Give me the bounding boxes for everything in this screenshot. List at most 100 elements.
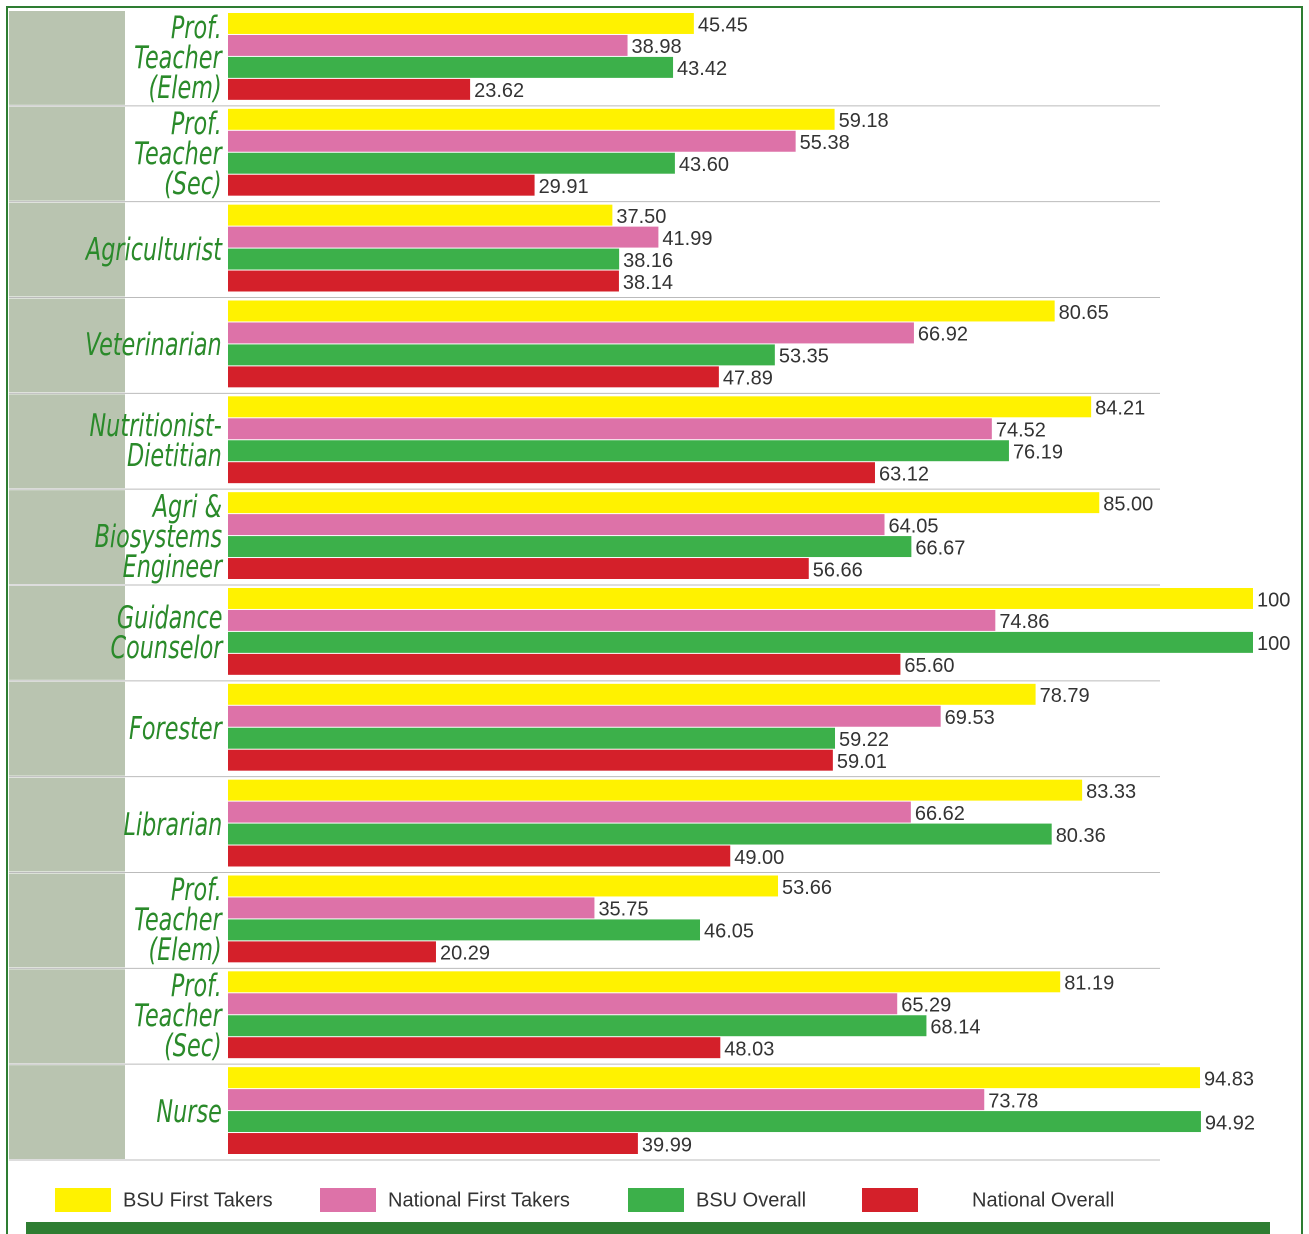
bar bbox=[228, 35, 628, 56]
value-label: 41.99 bbox=[662, 228, 712, 250]
value-label: 53.66 bbox=[782, 877, 832, 899]
category-label: Prof. Teacher (Sec) bbox=[134, 971, 222, 1061]
bar bbox=[228, 418, 992, 439]
bar bbox=[228, 13, 694, 34]
value-label: 47.89 bbox=[723, 368, 773, 390]
bar bbox=[228, 396, 1091, 417]
bar bbox=[228, 919, 700, 940]
bar bbox=[228, 227, 658, 248]
value-label: 94.83 bbox=[1204, 1068, 1254, 1090]
bar bbox=[228, 610, 995, 631]
legend-label: National Overall bbox=[972, 1189, 1114, 1211]
category-label: Nurse bbox=[157, 1097, 222, 1127]
value-label: 38.98 bbox=[632, 36, 682, 58]
bar bbox=[228, 1067, 1200, 1088]
value-label: 20.29 bbox=[440, 943, 490, 965]
category-label: Nutritionist- Dietitian bbox=[90, 411, 222, 471]
bar bbox=[228, 684, 1036, 705]
bar bbox=[228, 57, 673, 78]
value-label: 43.60 bbox=[679, 154, 729, 176]
value-label: 80.65 bbox=[1059, 302, 1109, 324]
value-label: 81.19 bbox=[1064, 973, 1114, 995]
value-label: 100 bbox=[1257, 633, 1290, 655]
bar bbox=[228, 728, 835, 749]
value-label: 69.53 bbox=[945, 707, 995, 729]
category-label: Prof. Teacher (Elem) bbox=[134, 875, 222, 965]
value-label: 37.50 bbox=[616, 206, 666, 228]
bar bbox=[228, 750, 833, 771]
value-label: 39.99 bbox=[642, 1134, 692, 1156]
bar bbox=[228, 492, 1099, 513]
bar bbox=[228, 780, 1082, 801]
photo-placeholder bbox=[9, 586, 125, 680]
value-label: 84.21 bbox=[1095, 398, 1145, 420]
legend-label: BSU First Takers bbox=[123, 1189, 273, 1211]
value-label: 45.45 bbox=[698, 14, 748, 36]
value-label: 68.14 bbox=[930, 1017, 980, 1039]
bar bbox=[228, 322, 914, 343]
bar bbox=[228, 462, 875, 483]
category-label: Veterinarian bbox=[85, 330, 222, 360]
value-label: 64.05 bbox=[889, 515, 939, 537]
value-label: 76.19 bbox=[1013, 442, 1063, 464]
category-label: Guidance Counselor bbox=[110, 603, 222, 663]
value-label: 63.12 bbox=[879, 463, 929, 485]
photo-placeholder bbox=[9, 682, 125, 776]
photo-placeholder bbox=[9, 107, 125, 201]
value-label: 29.91 bbox=[539, 176, 589, 198]
value-label: 49.00 bbox=[734, 847, 784, 869]
bar bbox=[228, 632, 1253, 653]
value-label: 74.52 bbox=[996, 420, 1046, 442]
bar bbox=[228, 1111, 1201, 1132]
value-label: 73.78 bbox=[988, 1090, 1038, 1112]
bar bbox=[228, 588, 1253, 609]
bar bbox=[228, 654, 900, 675]
value-label: 80.36 bbox=[1056, 825, 1106, 847]
legend-label: National First Takers bbox=[388, 1189, 570, 1211]
bar bbox=[228, 514, 885, 535]
bar bbox=[228, 846, 730, 867]
value-label: 35.75 bbox=[598, 899, 648, 921]
category-label: Prof. Teacher (Elem) bbox=[134, 13, 222, 103]
value-label: 65.29 bbox=[901, 995, 951, 1017]
value-label: 66.67 bbox=[915, 537, 965, 559]
value-label: 53.35 bbox=[779, 346, 829, 368]
value-label: 56.66 bbox=[813, 559, 863, 581]
bar bbox=[228, 205, 612, 226]
bar bbox=[228, 271, 619, 292]
legend-swatch bbox=[320, 1188, 376, 1212]
value-label: 66.62 bbox=[915, 803, 965, 825]
bar bbox=[228, 344, 775, 365]
value-label: 38.16 bbox=[623, 250, 673, 272]
bar bbox=[228, 897, 594, 918]
category-label: Forester bbox=[129, 714, 222, 744]
value-label: 74.86 bbox=[999, 611, 1049, 633]
bar bbox=[228, 1089, 984, 1110]
bar bbox=[228, 824, 1052, 845]
value-label: 59.18 bbox=[839, 110, 889, 132]
value-label: 83.33 bbox=[1086, 781, 1136, 803]
bar bbox=[228, 876, 778, 897]
bar bbox=[228, 175, 535, 196]
value-label: 78.79 bbox=[1040, 685, 1090, 707]
bar bbox=[228, 558, 809, 579]
bar bbox=[228, 109, 835, 130]
bar bbox=[228, 802, 911, 823]
value-label: 55.38 bbox=[800, 132, 850, 154]
value-label: 48.03 bbox=[724, 1038, 774, 1060]
photo-placeholder bbox=[9, 969, 125, 1063]
photo-placeholder bbox=[9, 1065, 125, 1159]
value-label: 43.42 bbox=[677, 58, 727, 80]
bar bbox=[228, 1133, 638, 1154]
value-label: 94.92 bbox=[1205, 1112, 1255, 1134]
bar bbox=[228, 301, 1055, 322]
bar bbox=[228, 1015, 926, 1036]
bar bbox=[228, 993, 897, 1014]
bar bbox=[228, 536, 911, 557]
bar bbox=[228, 249, 619, 270]
photo-placeholder bbox=[9, 874, 125, 968]
value-label: 65.60 bbox=[904, 655, 954, 677]
legend-swatch bbox=[628, 1188, 684, 1212]
page: 45.4538.9843.4223.6259.1855.3843.6029.91… bbox=[0, 0, 1309, 1234]
category-label: Agri & Biosystems Engineer bbox=[95, 492, 222, 582]
